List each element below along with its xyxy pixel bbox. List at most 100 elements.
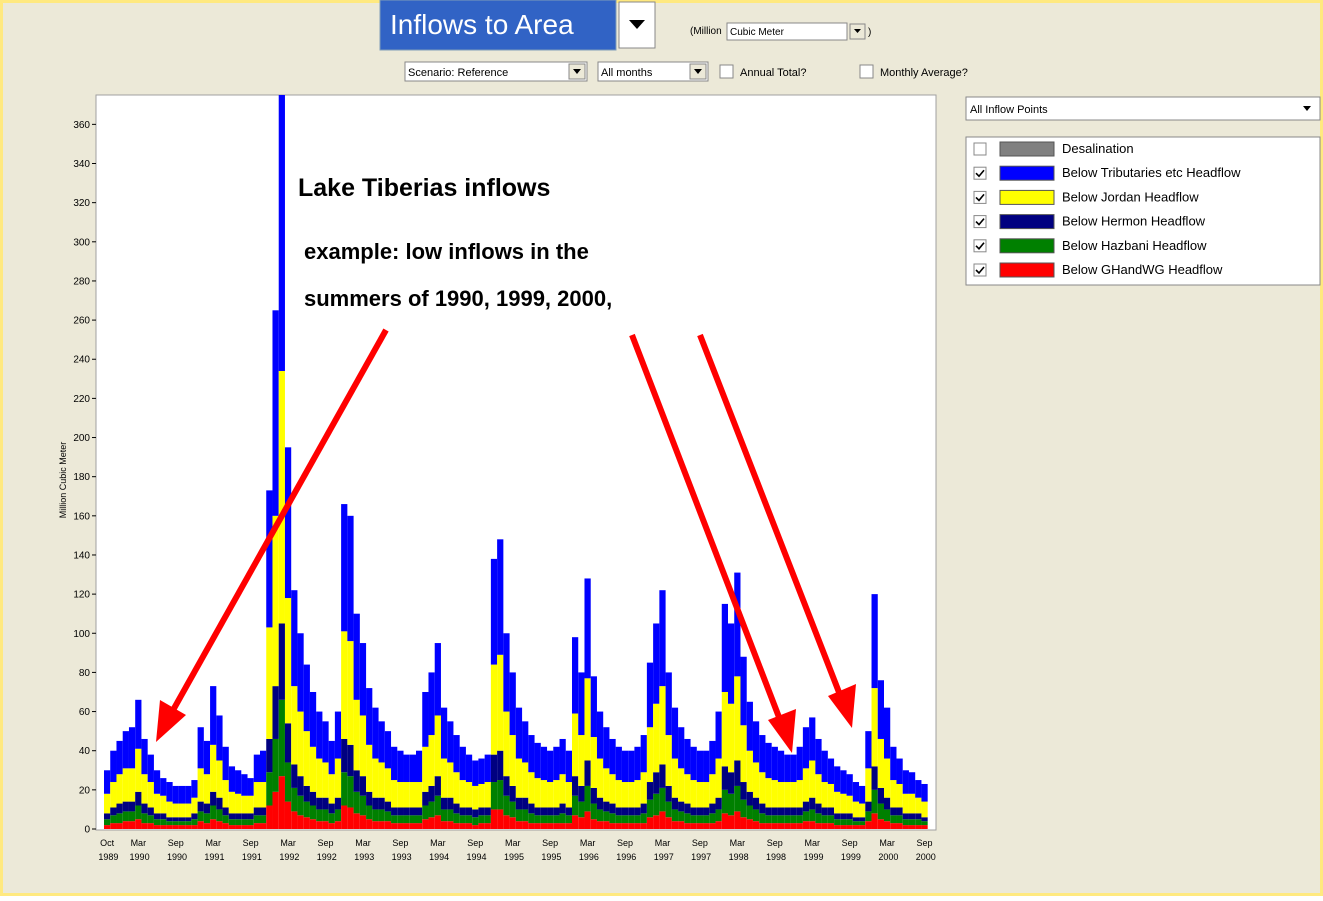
bar-segment xyxy=(453,735,460,773)
bar-segment xyxy=(590,819,597,829)
legend-checkbox[interactable] xyxy=(973,166,987,180)
bar-segment xyxy=(372,797,379,810)
bar-segment xyxy=(166,782,173,802)
bar-segment xyxy=(659,811,666,829)
bar-segment xyxy=(628,807,635,816)
bar-segment xyxy=(347,807,354,829)
bar-segment xyxy=(297,711,304,777)
bar-segment xyxy=(322,821,329,829)
bar-segment xyxy=(865,811,872,822)
bar-segment xyxy=(815,774,822,804)
scenario-dropdown[interactable] xyxy=(404,61,588,82)
bar-segment xyxy=(497,750,504,781)
bar-segment xyxy=(465,807,473,816)
bar-segment xyxy=(678,811,685,822)
bar-segment xyxy=(453,813,460,824)
monthly-checkbox[interactable] xyxy=(859,64,874,79)
bar-segment xyxy=(865,821,872,829)
bar-segment xyxy=(272,686,279,739)
bar-segment xyxy=(790,807,797,816)
bar-segment xyxy=(297,776,304,796)
plot-area xyxy=(95,94,937,831)
bar-segment xyxy=(896,758,903,784)
legend-checkbox[interactable] xyxy=(973,190,987,204)
bar-segment xyxy=(528,772,535,804)
bar-segment xyxy=(572,713,579,777)
bar-segment xyxy=(147,815,154,824)
bar-segment xyxy=(391,815,398,824)
legend-checkbox[interactable] xyxy=(973,215,987,229)
bar-segment xyxy=(353,813,360,829)
bar-segment xyxy=(197,727,204,769)
bar-segment xyxy=(447,821,454,829)
bar-segment xyxy=(528,813,535,824)
bar-segment xyxy=(522,809,529,822)
annotation-line: example: low inflows in the xyxy=(304,239,589,264)
unit-dropdown[interactable] xyxy=(726,22,848,41)
arrow xyxy=(629,333,785,727)
bar-segment xyxy=(235,793,242,814)
legend-checkbox[interactable] xyxy=(973,239,987,253)
selector-text: Inflows to Area xyxy=(390,9,574,40)
bar-segment xyxy=(871,688,878,767)
bar-segment xyxy=(334,809,342,822)
bar-segment xyxy=(809,809,816,822)
annual-checkbox[interactable] xyxy=(719,64,734,79)
bar-segment xyxy=(185,803,192,818)
bar-segment xyxy=(615,823,622,829)
bar-segment xyxy=(615,746,622,781)
bar-segment xyxy=(715,797,722,810)
bar-segment xyxy=(640,813,647,824)
points-dropdown[interactable] xyxy=(965,96,1321,121)
bar-segment xyxy=(128,768,136,802)
x-tick-label: Mar 1997 xyxy=(651,838,674,862)
bar-segment xyxy=(147,823,154,829)
bar-segment xyxy=(334,821,342,829)
bar-segment xyxy=(178,817,186,822)
bar-segment xyxy=(690,823,697,829)
bar-segment xyxy=(210,819,217,829)
bar-segment xyxy=(834,766,841,792)
bar-segment xyxy=(291,590,298,687)
bar-segment xyxy=(278,95,285,371)
bar-segment xyxy=(621,815,629,824)
selector-box[interactable] xyxy=(379,0,617,51)
bar-segment xyxy=(428,817,435,829)
arrowhead xyxy=(156,700,186,742)
months-dropdown[interactable] xyxy=(597,61,709,82)
bar-segment xyxy=(884,797,891,810)
bar-segment xyxy=(191,819,198,826)
bar-segment xyxy=(865,731,872,769)
legend-checkbox[interactable] xyxy=(973,263,987,277)
bar-segment xyxy=(434,715,441,777)
bar-segment xyxy=(297,633,304,712)
bar-segment xyxy=(447,762,454,798)
bar-segment xyxy=(347,641,354,745)
legend-label: Below GHandWG Headflow xyxy=(1062,262,1223,277)
bar-segment xyxy=(565,807,572,816)
legend-checkbox[interactable] xyxy=(973,142,987,156)
axes: 0 20 40 60 80 100 120 140 160 180 200 220 240 260 280 3… xyxy=(73,120,936,862)
bar-segment xyxy=(160,778,167,796)
bar-segment xyxy=(141,823,148,829)
legend-swatch xyxy=(999,214,1055,230)
bar-segment xyxy=(721,691,728,767)
bar-segment xyxy=(104,813,111,820)
bar-segment xyxy=(472,785,479,810)
bar-segment xyxy=(740,782,747,800)
bar-segment xyxy=(241,774,248,796)
bar-segment xyxy=(615,780,622,808)
y-tick-label: 20 xyxy=(79,785,91,796)
bar-segment xyxy=(752,762,760,798)
bar-segment xyxy=(260,782,267,808)
bar-segment xyxy=(796,807,803,816)
bar-segment xyxy=(728,793,735,816)
bar-segment xyxy=(328,813,335,824)
bar-segment xyxy=(378,809,385,822)
bar-segment xyxy=(690,746,697,781)
bar-segment xyxy=(603,768,610,802)
legend-box xyxy=(965,136,1321,286)
bar-segment xyxy=(915,819,922,826)
bar-segment xyxy=(303,801,310,818)
bar-segment xyxy=(497,780,504,810)
